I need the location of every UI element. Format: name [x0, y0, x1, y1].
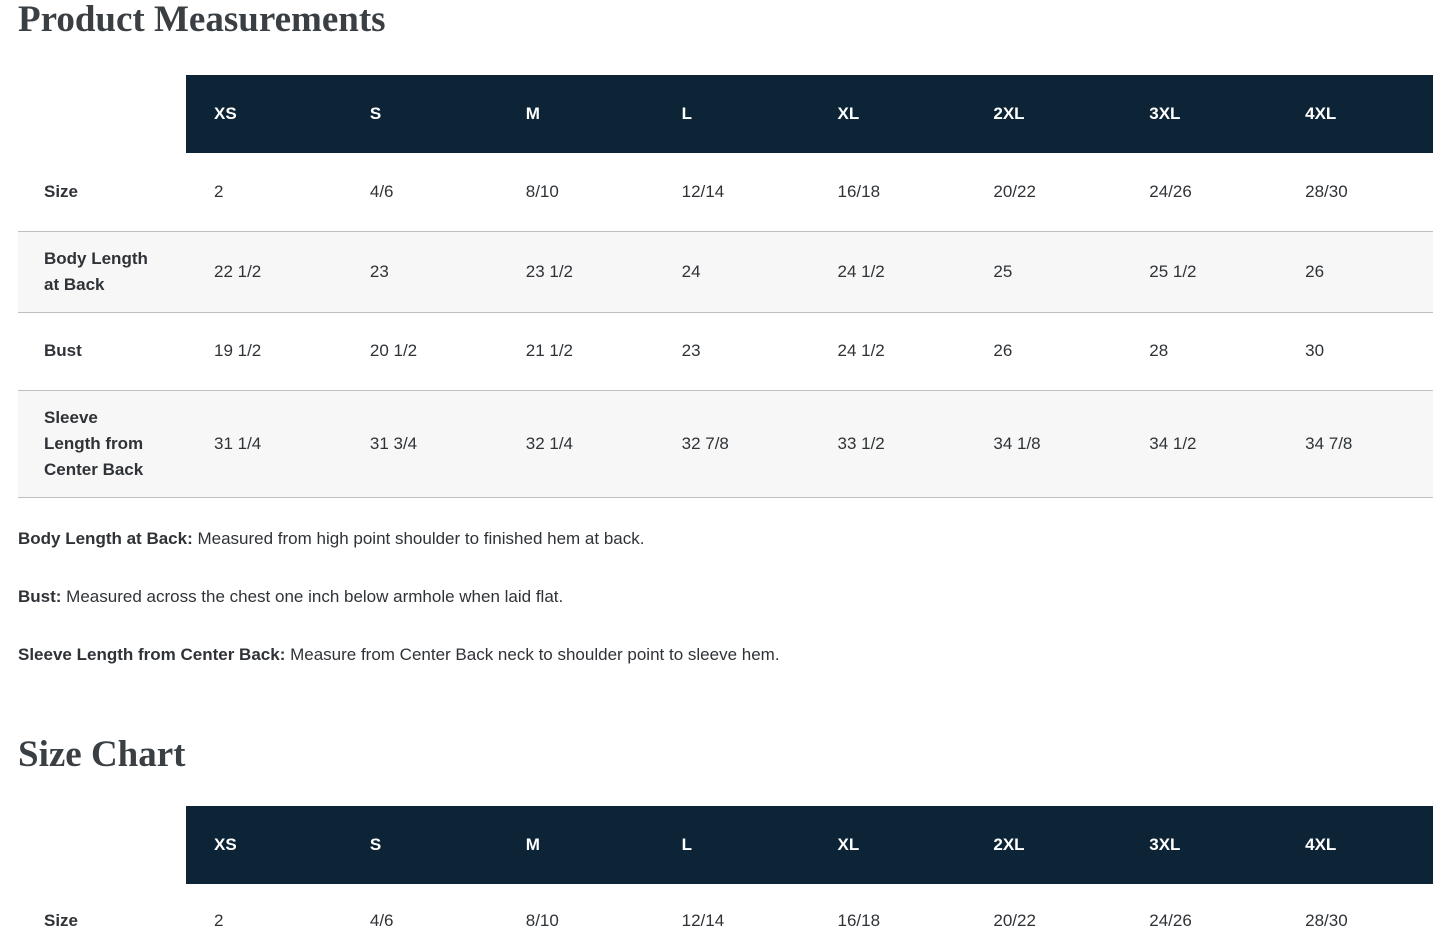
- measurement-cell: 28: [1149, 341, 1169, 360]
- measurement-cell: 2: [214, 910, 224, 930]
- measurement-cell: 23: [681, 341, 701, 360]
- measurement-cell: 28/30: [1305, 181, 1348, 201]
- size-column-header-xs: XS: [186, 75, 342, 153]
- size-column-header-l: L: [653, 75, 810, 153]
- measurement-cell: 28/30: [1305, 910, 1348, 930]
- product-measurements-table: XS S M L XL 2XL 3XL 4XL Size 2 4/6 8/10 12/14 16/18 2…: [18, 75, 1433, 498]
- size-column-header-2xl: 2XL: [965, 75, 1122, 153]
- size-header-row: XS S M L XL 2XL 3XL 4XL: [18, 75, 1433, 153]
- measurement-cell: 34 1/2: [1149, 433, 1197, 453]
- measurement-cell: 23 1/2: [525, 261, 574, 281]
- size-column-header-2xl: 2XL: [965, 805, 1122, 884]
- measurement-cell: 25: [993, 261, 1013, 281]
- table-row: Size 2 4/6 8/10 12/14 16/18 20/22 24/26 28/30: [18, 153, 1433, 231]
- definition-body-length: Body Length at Back: Measured from high …: [18, 528, 1433, 549]
- size-column-header-m: M: [497, 805, 654, 884]
- measurement-cell: 19 1/2: [214, 341, 262, 360]
- measurement-cell: 32 1/4: [525, 433, 574, 453]
- measurement-cell: 22 1/2: [214, 261, 262, 281]
- empty-header-cell: [18, 75, 186, 153]
- measurement-cell: 16/18: [837, 910, 881, 930]
- size-chart-table: XS S M L XL 2XL 3XL 4XL Size 2 4/6 8/10 12/14 16/18 2…: [18, 805, 1433, 933]
- measurement-cell: 24 1/2: [837, 261, 885, 281]
- size-column-header-l: L: [653, 805, 810, 884]
- definition-text: Measured from high point shoulder to fin…: [192, 528, 645, 548]
- definition-term: Sleeve Length from Center Back:: [18, 644, 286, 664]
- size-column-header-4xl: 4XL: [1277, 805, 1433, 884]
- table-row: Bust 19 1/2 20 1/2 21 1/2 23 24 1/2 26 28 30: [18, 312, 1433, 390]
- empty-header-cell: [18, 806, 186, 884]
- size-column-header-xl: XL: [809, 805, 966, 884]
- definition-text: Measure from Center Back neck to shoulde…: [285, 644, 780, 664]
- measurement-cell: 24 1/2: [837, 341, 885, 360]
- definition-bust: Bust: Measured across the chest one inch…: [18, 586, 1433, 607]
- measurement-cell: 20 1/2: [369, 341, 418, 360]
- row-label: Size: [44, 181, 79, 201]
- measurement-cell: 21 1/2: [525, 341, 574, 360]
- size-column-header-xs: XS: [186, 805, 342, 884]
- size-column-header-s: S: [341, 75, 498, 153]
- size-column-header-s: S: [341, 805, 498, 884]
- size-column-header-4xl: 4XL: [1277, 75, 1433, 153]
- measurement-cell: 16/18: [837, 181, 881, 201]
- measurement-cell: 8/10: [525, 181, 559, 201]
- row-label: Size: [44, 910, 79, 930]
- definition-text: Measured across the chest one inch below…: [61, 586, 564, 606]
- table-row: Size 2 4/6 8/10 12/14 16/18 20/22 24/26 28/30: [18, 884, 1433, 933]
- definition-term: Body Length at Back:: [18, 528, 193, 548]
- measurement-cell: 34 7/8: [1305, 433, 1353, 453]
- row-label: Sleeve Length from Center Back: [44, 407, 144, 479]
- product-measurements-title: Product Measurements: [18, 0, 386, 40]
- measurement-cell: 31 1/4: [214, 433, 262, 453]
- size-header-row: XS S M L XL 2XL 3XL 4XL: [18, 805, 1433, 884]
- table-row: Body Length at Back 22 1/2 23 23 1/2 24 24 1/…: [18, 231, 1433, 312]
- size-column-header-3xl: 3XL: [1121, 75, 1278, 153]
- measurement-cell: 31 3/4: [369, 433, 418, 453]
- measurement-cell: 20/22: [993, 181, 1036, 201]
- measurement-cell: 4/6: [369, 181, 394, 201]
- table-row: Sleeve Length from Center Back 31 1/4 31 3…: [18, 390, 1433, 497]
- definition-term: Bust:: [18, 586, 62, 606]
- measurement-definitions: Body Length at Back: Measured from high …: [18, 528, 1433, 665]
- size-column-header-3xl: 3XL: [1121, 805, 1278, 884]
- measurement-cell: 24: [681, 261, 701, 281]
- measurement-cell: 12/14: [681, 910, 725, 930]
- row-label: Bust: [44, 341, 82, 360]
- measurement-cell: 32 7/8: [681, 433, 729, 453]
- measurement-cell: 23: [369, 261, 389, 281]
- measurement-cell: 26: [993, 341, 1013, 360]
- measurement-cell: 8/10: [525, 910, 559, 930]
- definition-sleeve-length: Sleeve Length from Center Back: Measure …: [18, 644, 1433, 665]
- measurement-cell: 20/22: [993, 910, 1036, 930]
- size-column-header-xl: XL: [809, 75, 966, 153]
- size-column-header-m: M: [497, 75, 654, 153]
- measurement-cell: 26: [1305, 261, 1325, 281]
- measurement-cell: 4/6: [369, 910, 394, 930]
- measurement-cell: 24/26: [1149, 181, 1192, 201]
- measurement-cell: 30: [1305, 341, 1325, 360]
- row-label: Body Length at Back: [44, 248, 148, 294]
- measurement-cell: 12/14: [681, 181, 725, 201]
- measurement-cell: 2: [214, 181, 224, 201]
- size-chart-title: Size Chart: [18, 733, 186, 775]
- measurement-cell: 25 1/2: [1149, 261, 1197, 281]
- measurement-cell: 24/26: [1149, 910, 1192, 930]
- measurement-cell: 33 1/2: [837, 433, 885, 453]
- measurement-cell: 34 1/8: [993, 433, 1041, 453]
